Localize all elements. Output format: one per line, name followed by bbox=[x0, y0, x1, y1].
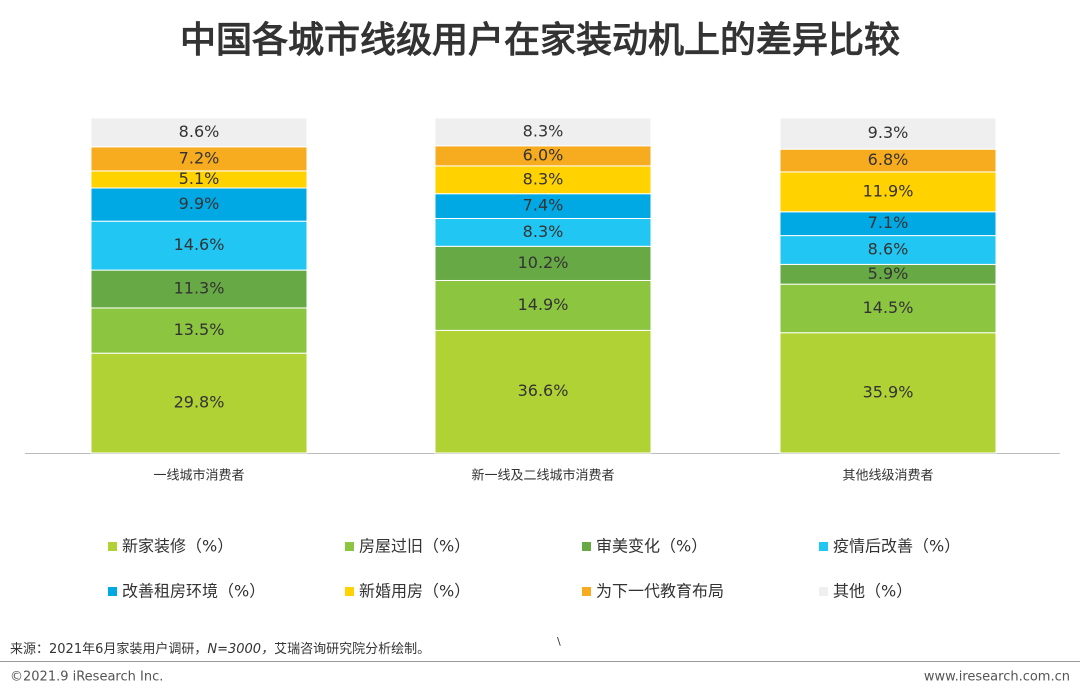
legend-swatch bbox=[582, 542, 591, 551]
bar-segment bbox=[779, 117, 997, 150]
x-tick-label: 其他线级消费者 bbox=[842, 469, 933, 484]
legend-label: 其他（%） bbox=[833, 582, 912, 601]
value-label: 5.1% bbox=[179, 169, 220, 188]
legend-label: 审美变化（%） bbox=[596, 537, 707, 556]
bar-segment bbox=[434, 245, 652, 281]
value-label: 10.2% bbox=[518, 253, 569, 272]
legend-swatch bbox=[819, 587, 828, 596]
bar-segment bbox=[90, 187, 308, 222]
value-label: 5.9% bbox=[868, 264, 909, 283]
legend-label: 改善租房环境（%） bbox=[122, 582, 265, 601]
bar-segment bbox=[90, 352, 308, 454]
value-label: 7.4% bbox=[523, 196, 564, 215]
legend-swatch bbox=[819, 542, 828, 551]
value-label: 7.1% bbox=[868, 213, 909, 232]
value-label: 29.8% bbox=[174, 393, 225, 412]
bar-segment bbox=[434, 193, 652, 220]
value-label: 35.9% bbox=[863, 382, 914, 401]
bar-segment bbox=[434, 165, 652, 195]
value-label: 8.6% bbox=[179, 122, 220, 141]
value-label: 14.5% bbox=[863, 298, 914, 317]
bar-segment bbox=[779, 171, 997, 213]
bar-segment bbox=[779, 332, 997, 454]
bar-segment bbox=[90, 117, 308, 148]
chart-title: 中国各城市线级用户在家装动机上的差异比较 bbox=[180, 20, 900, 61]
x-tick-label: 新一线及二线城市消费者 bbox=[471, 468, 614, 484]
legend-label: 疫情后改善（%） bbox=[833, 537, 960, 556]
copyright: ©2021.9 iResearch Inc. bbox=[10, 670, 163, 685]
legend-swatch bbox=[108, 542, 117, 551]
value-label: 8.3% bbox=[523, 169, 564, 188]
legend-swatch bbox=[345, 587, 354, 596]
x-tick-label: 一线城市消费者 bbox=[153, 468, 244, 484]
value-label: 14.6% bbox=[174, 235, 225, 254]
stray-mark: \ bbox=[557, 635, 561, 648]
legend-swatch bbox=[582, 587, 591, 596]
value-label: 8.6% bbox=[868, 239, 909, 258]
source-part: N=3000， bbox=[207, 642, 274, 657]
value-label: 36.6% bbox=[518, 381, 569, 400]
source-part: 艾瑞咨询研究院分析绘制。 bbox=[274, 642, 430, 657]
bar-segment bbox=[434, 117, 652, 147]
value-label: 8.3% bbox=[523, 222, 564, 241]
value-label: 8.3% bbox=[523, 121, 564, 140]
value-label: 14.9% bbox=[518, 295, 569, 314]
legend-swatch bbox=[345, 542, 354, 551]
value-label: 6.8% bbox=[868, 150, 909, 169]
value-label: 7.2% bbox=[179, 148, 220, 167]
legend-label: 新家装修（%） bbox=[122, 537, 233, 556]
bar-segment bbox=[434, 279, 652, 331]
website: www.iresearch.com.cn bbox=[924, 670, 1070, 685]
legend-label: 新婚用房（%） bbox=[359, 582, 470, 601]
source-note: 来源：2021年6月家装用户调研，N=3000，艾瑞咨询研究院分析绘制。 bbox=[10, 641, 430, 657]
value-label: 9.9% bbox=[179, 194, 220, 213]
source-part: 来源：2021年6月家装用户调研， bbox=[10, 641, 207, 657]
legend-swatch bbox=[108, 587, 117, 596]
value-label: 9.3% bbox=[868, 123, 909, 142]
legend-label: 为下一代教育布局 bbox=[596, 582, 724, 601]
value-label: 11.3% bbox=[174, 279, 225, 298]
value-label: 13.5% bbox=[174, 320, 225, 339]
bar-segment bbox=[434, 329, 652, 454]
legend-label: 房屋过旧（%） bbox=[359, 537, 470, 556]
bar-segment bbox=[90, 220, 308, 271]
value-label: 6.0% bbox=[523, 145, 564, 164]
bar-segment bbox=[90, 269, 308, 309]
value-label: 11.9% bbox=[863, 181, 914, 200]
